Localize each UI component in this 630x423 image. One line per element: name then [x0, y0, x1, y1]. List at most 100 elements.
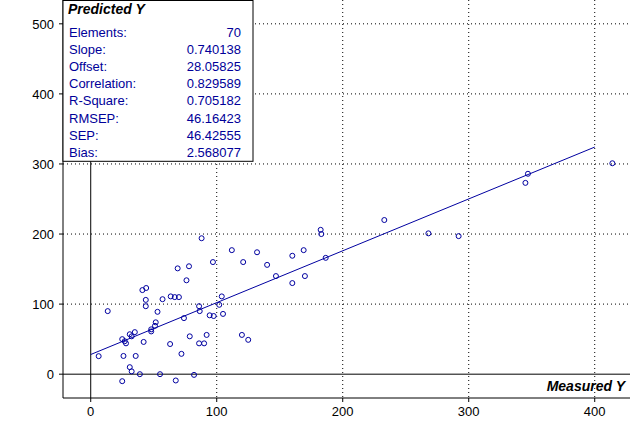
y-tick-label: 0	[47, 367, 54, 382]
data-point	[246, 337, 251, 342]
data-point	[175, 266, 180, 271]
y-tick	[59, 93, 63, 94]
data-point	[187, 334, 192, 339]
chart-svg: 0 100 200 300 400 0 100 200 300 400 500 Measured Y P…	[0, 0, 630, 423]
stats-label: Elements:	[69, 25, 127, 40]
data-point	[241, 260, 246, 265]
x-tick-label: 0	[87, 404, 94, 419]
data-point	[382, 218, 387, 223]
stats-label: Slope:	[69, 42, 106, 57]
data-point	[168, 342, 173, 347]
data-point	[229, 248, 234, 253]
data-point	[176, 295, 181, 300]
plot-area	[91, 147, 615, 384]
stats-label: Correlation:	[69, 76, 136, 91]
data-point	[197, 341, 202, 346]
data-point	[160, 297, 165, 302]
stats-value: 0.740138	[187, 42, 241, 57]
data-point	[96, 354, 101, 359]
data-point	[120, 379, 125, 384]
data-point	[239, 332, 244, 337]
data-point	[143, 297, 148, 302]
data-point	[155, 309, 160, 314]
grid-line-y	[63, 234, 630, 235]
stats-value: 70	[227, 25, 241, 40]
data-point	[144, 285, 149, 290]
y-tick	[59, 163, 63, 164]
stats-value: 2.568077	[187, 145, 241, 160]
data-point	[184, 278, 189, 283]
data-point	[290, 281, 295, 286]
data-point	[323, 255, 328, 260]
stats-label: R-Square:	[69, 93, 128, 108]
x-tick-label: 400	[584, 404, 606, 419]
y-tick-label: 200	[32, 227, 54, 242]
stats-label: Bias:	[69, 145, 98, 160]
stats-box-frame	[63, 1, 253, 162]
y-tick	[59, 234, 63, 235]
data-point	[141, 339, 146, 344]
stats-value: 28.05825	[187, 59, 241, 74]
stats-value: 0.705182	[187, 93, 241, 108]
regression-line	[91, 147, 595, 354]
grid-line-x	[594, 0, 595, 398]
data-point	[523, 180, 528, 185]
y-tick-label: 500	[32, 17, 54, 32]
x-tick	[216, 398, 217, 402]
x-tick	[90, 398, 91, 402]
data-point	[610, 161, 615, 166]
grid-line-y	[63, 163, 630, 164]
y-tick	[59, 304, 63, 305]
data-point	[137, 372, 142, 377]
data-point	[153, 320, 158, 325]
data-point	[319, 232, 324, 237]
data-point	[255, 250, 260, 255]
data-point	[199, 236, 204, 241]
stats-value: 0.829589	[187, 76, 241, 91]
stats-value: 46.42555	[187, 128, 241, 143]
data-point	[121, 353, 126, 358]
data-point	[192, 372, 197, 377]
stats-value: 46.16423	[187, 111, 241, 126]
data-point	[132, 330, 137, 335]
data-point	[129, 369, 134, 374]
y-tick-label: 300	[32, 157, 54, 172]
grid-line-x	[342, 0, 343, 398]
data-point	[158, 372, 163, 377]
data-point	[273, 274, 278, 279]
stats-label: SEP:	[69, 128, 99, 143]
x-tick-label: 100	[206, 404, 228, 419]
data-point	[143, 304, 148, 309]
data-point	[525, 171, 530, 176]
data-point	[456, 234, 461, 239]
data-point	[204, 332, 209, 337]
x-tick	[468, 398, 469, 402]
data-point	[210, 260, 215, 265]
y-tick-label: 400	[32, 87, 54, 102]
y-tick	[59, 23, 63, 24]
data-point	[217, 302, 222, 307]
data-point	[265, 262, 270, 267]
data-point	[426, 231, 431, 236]
x-tick-label: 200	[332, 404, 354, 419]
data-point	[219, 294, 224, 299]
y-axis-label: Predicted Y	[68, 1, 146, 17]
data-point	[105, 309, 110, 314]
data-point	[133, 353, 138, 358]
data-point	[173, 378, 178, 383]
data-point	[301, 248, 306, 253]
zero-line-y	[63, 374, 630, 375]
x-tick-label: 300	[458, 404, 480, 419]
y-tick-label: 100	[32, 297, 54, 312]
y-tick	[59, 374, 63, 375]
x-axis-line	[63, 398, 630, 399]
data-point	[211, 314, 216, 319]
background	[0, 0, 630, 423]
data-point	[202, 341, 207, 346]
data-point	[181, 316, 186, 321]
data-point	[302, 274, 307, 279]
x-axis-label: Measured Y	[547, 378, 627, 394]
chart-container: 0 100 200 300 400 0 100 200 300 400 500 Measured Y P…	[0, 0, 630, 423]
data-point	[221, 311, 226, 316]
stats-box: Predicted YElements:70Slope:0.740138Offs…	[63, 1, 253, 162]
